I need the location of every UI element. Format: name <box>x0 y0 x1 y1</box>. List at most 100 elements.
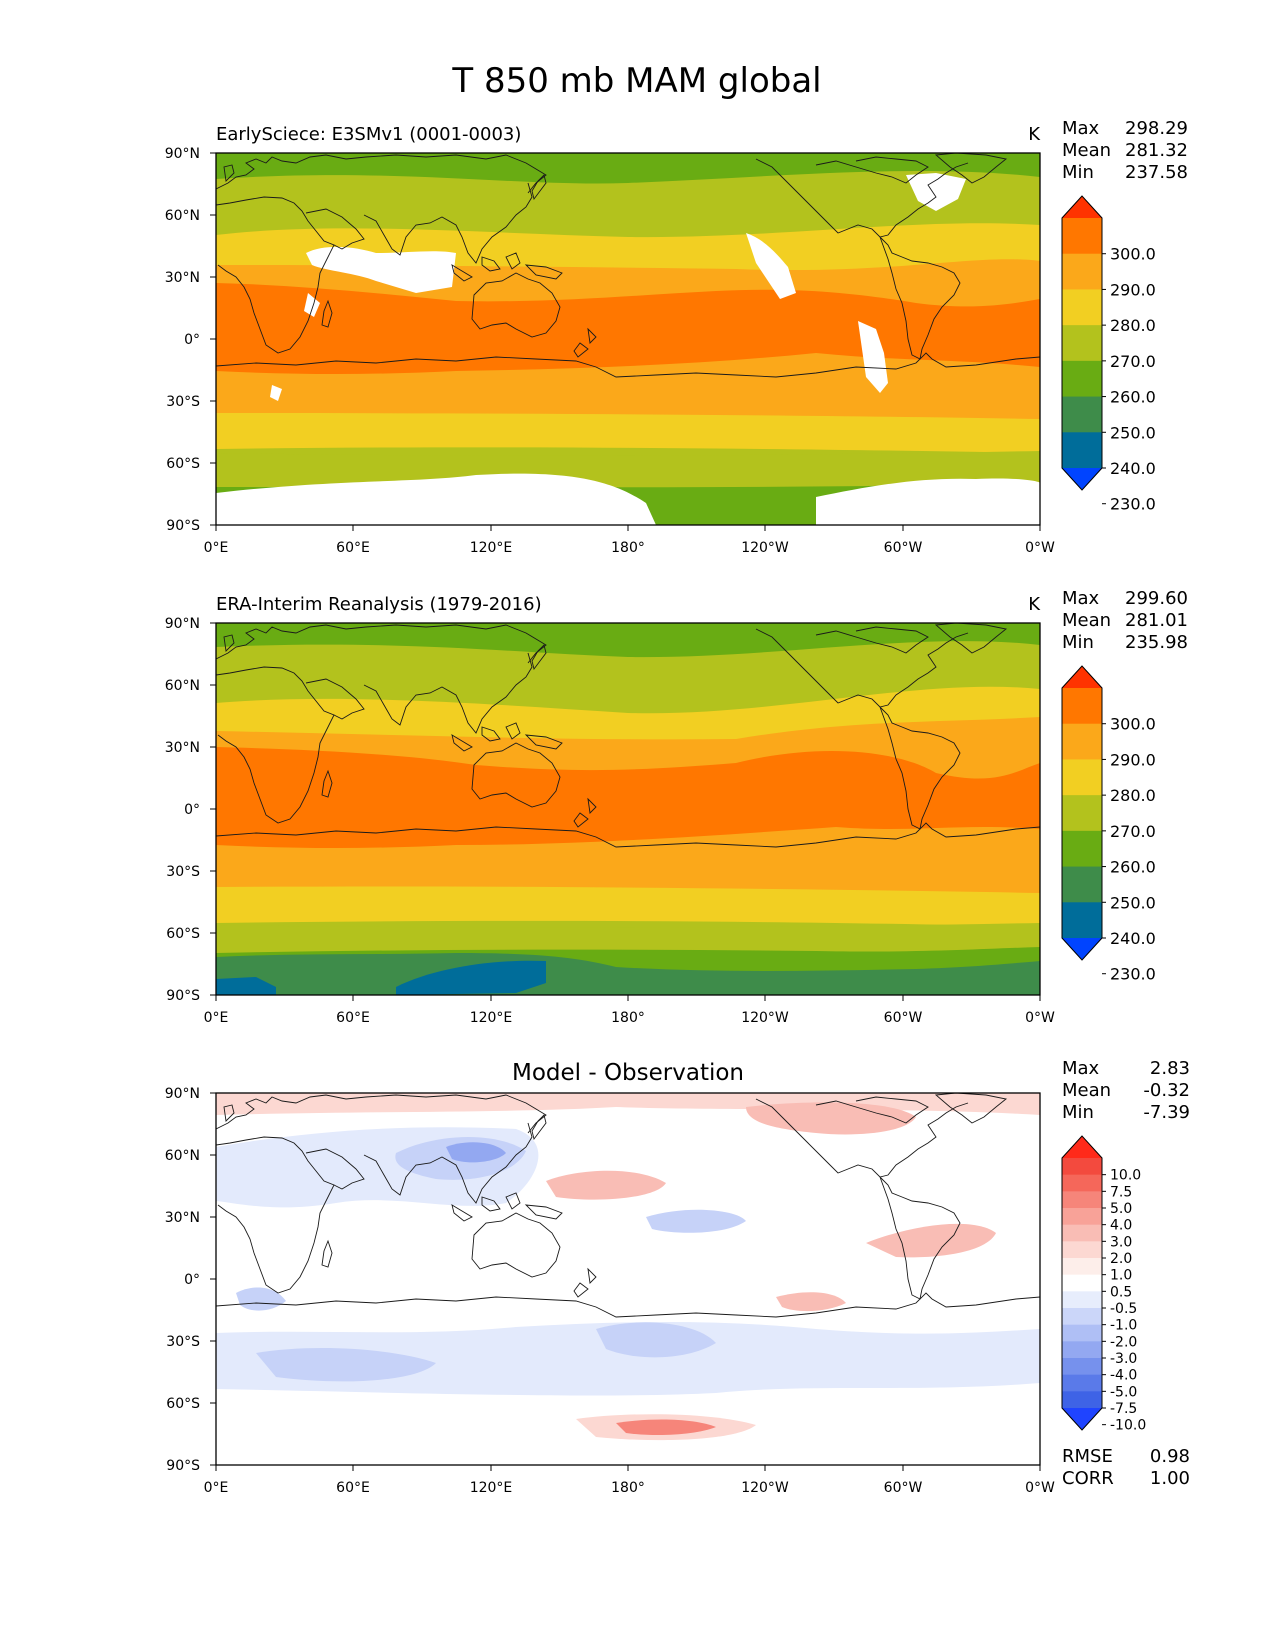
colorbar-band <box>1062 1308 1102 1326</box>
colorbar-label: 290.0 <box>1110 750 1156 769</box>
colorbar-label: -4.0 <box>1110 1368 1137 1384</box>
colorbar-label: 4.0 <box>1110 1218 1132 1234</box>
lon-ticks: 0°E 60°E 120°E 180° 120°W 60°W 0°W <box>204 1480 1055 1496</box>
lat-tick: 60°S <box>166 456 200 472</box>
lon-tick: 0°E <box>204 1010 229 1026</box>
lon-tick: 60°W <box>884 1010 923 1026</box>
stat-value: 281.32 <box>1125 140 1188 161</box>
metrics-block: RMSE 0.98 CORR 1.00 <box>1062 1446 1190 1489</box>
colorbar-extend-max <box>1062 196 1102 218</box>
lat-tick: 60°N <box>165 678 200 694</box>
lat-tick: 30°S <box>166 394 200 410</box>
lon-tick: 120°E <box>470 540 513 556</box>
colorbar-extend-max <box>1062 666 1102 688</box>
colorbar-label: 280.0 <box>1110 316 1156 335</box>
metric-label: CORR <box>1062 1468 1114 1489</box>
metric-value: 0.98 <box>1150 1446 1190 1467</box>
stat-value: 2.83 <box>1150 1058 1190 1079</box>
colorbar-label: 300.0 <box>1110 715 1156 734</box>
colorbar-label: 240.0 <box>1110 929 1156 948</box>
panel-title: ERA-Interim Reanalysis (1979-2016) <box>216 594 542 615</box>
panel-units: K <box>1028 124 1041 145</box>
lon-tick: 120°W <box>741 540 789 556</box>
lon-tick: 0°W <box>1025 1010 1055 1026</box>
stat-value: 299.60 <box>1125 588 1188 609</box>
colorbar-band <box>1062 218 1102 255</box>
temperature-map <box>216 153 1040 525</box>
colorbar-band <box>1062 1208 1102 1226</box>
lat-tick: 90°S <box>166 988 200 1004</box>
panel-observation: ERA-Interim Reanalysis (1979-2016) K 90°… <box>165 588 1188 1026</box>
colorbar-band <box>1062 432 1102 469</box>
colorbar-band <box>1062 1324 1102 1342</box>
colorbar-label: 10.0 <box>1110 1168 1141 1184</box>
colorbar-band <box>1062 360 1102 398</box>
colorbar-label: 270.0 <box>1110 352 1156 371</box>
colorbar-extend-min <box>1062 468 1102 490</box>
stat-value: -0.32 <box>1143 1080 1190 1101</box>
metric-value: 1.00 <box>1150 1468 1190 1489</box>
colorbar-label: 3.0 <box>1110 1234 1132 1250</box>
lat-tick: 90°N <box>165 146 200 162</box>
colorbar-label: 270.0 <box>1110 822 1156 841</box>
lon-tick: 0°W <box>1025 540 1055 556</box>
colorbar-band <box>1062 1174 1102 1192</box>
panel-title: EarlySciece: E3SMv1 (0001-0003) <box>216 124 521 145</box>
lon-tick: 180° <box>611 1010 645 1026</box>
stat-label: Max <box>1062 1058 1100 1079</box>
colorbar-label: -5.0 <box>1110 1384 1137 1400</box>
stat-label: Max <box>1062 588 1100 609</box>
lat-tick: 90°S <box>166 518 200 534</box>
stats-block: Max 298.29 Mean 281.32 Min 237.58 <box>1062 118 1188 183</box>
colorbar-label: -1.0 <box>1110 1318 1137 1334</box>
colorbar-label: -3.0 <box>1110 1351 1137 1367</box>
colorbar-label: 300.0 <box>1110 245 1156 264</box>
lat-tick: 30°N <box>165 270 200 286</box>
colorbar: 300.0 290.0 280.0 270.0 260.0 250.0 240.0 230.0 <box>1061 665 1156 984</box>
colorbar-band <box>1062 325 1102 362</box>
colorbar-label: 2.0 <box>1110 1251 1132 1267</box>
colorbar-label: 0.5 <box>1110 1284 1132 1300</box>
colorbar-band <box>1062 1391 1102 1409</box>
stat-label: Mean <box>1062 610 1111 631</box>
stat-value: 235.98 <box>1125 632 1188 653</box>
lon-tick: 120°W <box>741 1010 789 1026</box>
colorbar-band <box>1062 795 1102 832</box>
lat-tick: 30°N <box>165 1210 200 1226</box>
colorbar-label: 230.0 <box>1110 495 1156 514</box>
panel-title: Model - Observation <box>512 1060 744 1086</box>
tick-marks <box>210 622 1041 1001</box>
lon-ticks: 0°E 60°E 120°E 180° 120°W 60°W 0°W <box>204 540 1055 556</box>
colorbar-band <box>1062 1158 1102 1176</box>
lat-tick: 30°S <box>166 864 200 880</box>
colorbar-extend-min <box>1062 1408 1102 1430</box>
colorbar-label: 280.0 <box>1110 786 1156 805</box>
lat-tick: 30°S <box>166 1334 200 1350</box>
colorbar-extend-min <box>1062 938 1102 960</box>
panel-units: K <box>1028 594 1041 615</box>
lat-tick: 60°N <box>165 1148 200 1164</box>
colorbar-band <box>1062 688 1102 725</box>
lat-tick: 0° <box>184 802 200 818</box>
stat-label: Min <box>1062 632 1094 653</box>
colorbar-label: -0.5 <box>1110 1301 1137 1317</box>
colorbar-band <box>1062 1341 1102 1359</box>
lon-tick: 0°E <box>204 1480 229 1496</box>
lon-tick: 180° <box>611 1480 645 1496</box>
temperature-map <box>216 623 1040 995</box>
colorbar-band <box>1062 830 1102 868</box>
lon-tick: 0°E <box>204 540 229 556</box>
colorbar-label: -7.5 <box>1110 1401 1137 1417</box>
lon-tick: 120°E <box>470 1480 513 1496</box>
lat-ticks: 90°N 60°N 30°N 0° 30°S 60°S 90°S <box>165 616 200 1004</box>
colorbar-label: 230.0 <box>1110 965 1156 984</box>
colorbar-label: 240.0 <box>1110 459 1156 478</box>
metric-label: RMSE <box>1062 1446 1113 1467</box>
panel-difference: Model - Observation <box>165 1058 1190 1496</box>
colorbar-band <box>1062 1358 1102 1376</box>
colorbar-band <box>1062 253 1102 290</box>
lat-ticks: 90°N 60°N 30°N 0° 30°S 60°S 90°S <box>165 146 200 534</box>
lon-tick: 60°E <box>336 1480 370 1496</box>
lon-tick: 0°W <box>1025 1480 1055 1496</box>
